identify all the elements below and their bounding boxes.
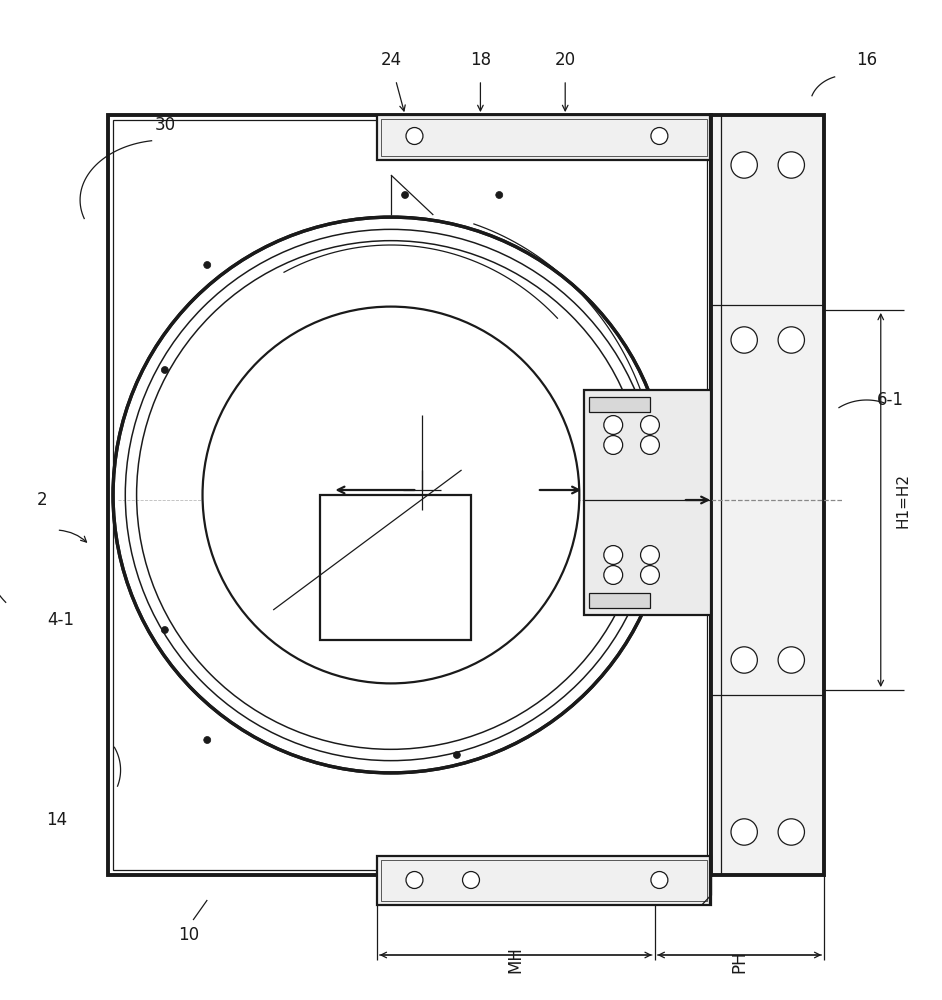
Text: 16: 16 [856, 51, 877, 69]
Text: 10: 10 [178, 926, 199, 944]
Bar [320, 495, 471, 640]
Bar [589, 397, 650, 412]
Circle shape [778, 647, 804, 673]
Text: 14: 14 [46, 811, 67, 829]
Bar [108, 115, 711, 875]
Text: H1=H2: H1=H2 [896, 473, 911, 528]
Circle shape [604, 566, 623, 584]
Text: 24: 24 [381, 51, 401, 69]
Circle shape [406, 872, 423, 888]
Text: 6-1: 6-1 [877, 391, 903, 409]
Circle shape [731, 152, 757, 178]
Circle shape [651, 872, 668, 888]
Circle shape [641, 546, 659, 564]
Bar [711, 115, 824, 875]
Bar [584, 390, 711, 615]
Circle shape [453, 752, 461, 758]
Text: 2: 2 [37, 491, 48, 509]
Bar [377, 856, 711, 905]
Bar [381, 119, 707, 156]
Bar [377, 115, 711, 160]
Circle shape [778, 327, 804, 353]
Circle shape [778, 819, 804, 845]
Circle shape [604, 546, 623, 564]
Bar [113, 120, 706, 870]
Circle shape [731, 819, 757, 845]
Circle shape [604, 436, 623, 454]
Text: 30: 30 [154, 116, 175, 134]
Text: 20: 20 [555, 51, 576, 69]
Circle shape [406, 128, 423, 144]
Circle shape [495, 192, 503, 199]
Circle shape [161, 626, 169, 634]
Circle shape [731, 327, 757, 353]
Bar [381, 860, 707, 901]
Circle shape [401, 192, 409, 199]
Circle shape [113, 217, 669, 773]
Circle shape [641, 436, 659, 454]
Text: MH: MH [507, 946, 525, 973]
Circle shape [778, 152, 804, 178]
Circle shape [203, 261, 211, 268]
Circle shape [641, 566, 659, 584]
Circle shape [656, 132, 663, 139]
Circle shape [731, 647, 757, 673]
Circle shape [651, 128, 668, 144]
Text: 18: 18 [470, 51, 491, 69]
Circle shape [641, 416, 659, 434]
Circle shape [161, 366, 169, 373]
Text: 4-1: 4-1 [48, 611, 74, 629]
Circle shape [203, 736, 211, 744]
Bar [589, 593, 650, 608]
Text: PH: PH [730, 950, 749, 973]
Circle shape [203, 307, 579, 683]
Circle shape [463, 872, 479, 888]
Circle shape [604, 416, 623, 434]
